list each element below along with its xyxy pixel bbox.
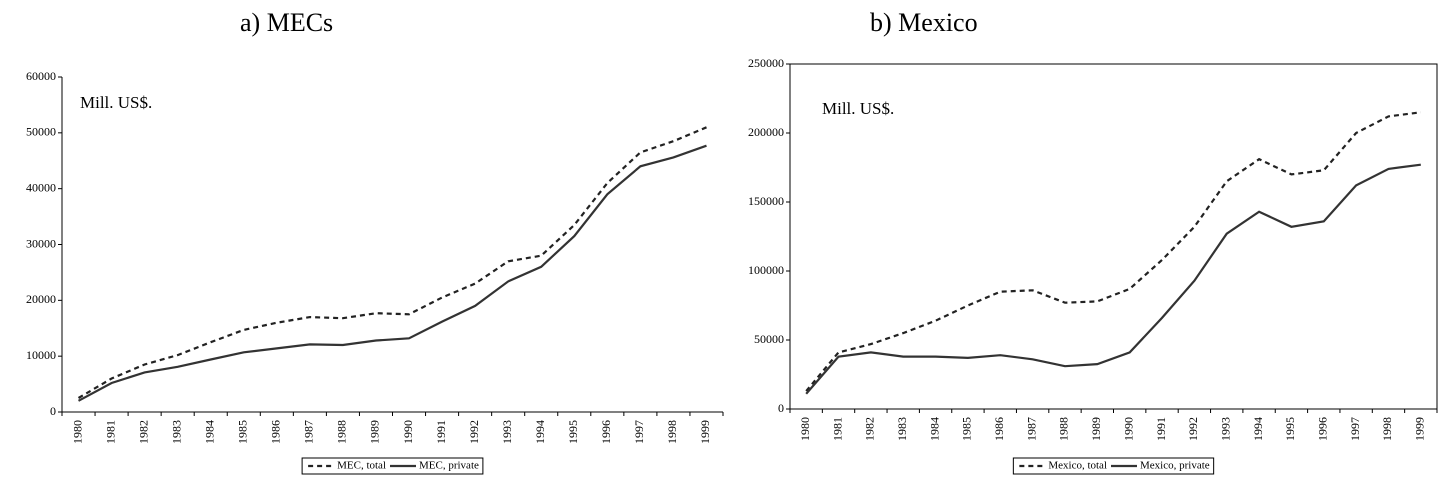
y-tick-label: 50000 <box>26 125 56 139</box>
x-tick-label: 1998 <box>1380 417 1394 441</box>
x-tick-label: 1988 <box>1057 417 1071 441</box>
x-tick-label: 1995 <box>1283 417 1297 441</box>
x-tick-label: 1982 <box>136 420 150 444</box>
x-tick-label: 1989 <box>368 420 382 444</box>
legend: Mexico, total Mexico, private <box>1012 457 1215 475</box>
y-tick-label: 30000 <box>26 236 56 250</box>
y-tick-label: 50000 <box>754 332 784 346</box>
annotation: Mill. US$. <box>80 93 152 112</box>
x-tick-label: 1993 <box>500 420 514 444</box>
x-tick-label: 1985 <box>236 420 250 444</box>
x-tick-label: 1997 <box>632 420 646 444</box>
x-tick-label: 1996 <box>599 420 613 444</box>
legend: MEC, total MEC, private <box>301 457 484 475</box>
y-tick-label: 0 <box>50 404 56 418</box>
legend-label: MEC, total <box>337 460 386 472</box>
y-tick-label: 150000 <box>748 194 784 208</box>
series-line <box>77 144 707 402</box>
x-tick-label: 1988 <box>335 420 349 444</box>
x-tick-label: 1997 <box>1348 417 1362 441</box>
x-tick-label: 1986 <box>269 420 283 444</box>
x-tick-label: 1993 <box>1218 417 1232 441</box>
chart-title: b) Mexico <box>870 8 978 37</box>
x-tick-label: 1994 <box>1251 417 1265 441</box>
x-tick-label: 1999 <box>698 420 712 444</box>
y-tick-label: 10000 <box>26 348 56 362</box>
x-tick-label: 1996 <box>1316 417 1330 441</box>
legend-label: Mexico, total <box>1048 460 1107 472</box>
x-tick-label: 1983 <box>169 420 183 444</box>
x-tick-label: 1982 <box>863 417 877 441</box>
x-tick-label: 1991 <box>1154 417 1168 441</box>
x-tick-label: 1995 <box>566 420 580 444</box>
y-tick-label: 20000 <box>26 292 56 306</box>
x-tick-label: 1992 <box>1186 417 1200 441</box>
x-tick-label: 1981 <box>830 417 844 441</box>
x-tick-label: 1983 <box>895 417 909 441</box>
x-tick-label: 1981 <box>103 420 117 444</box>
x-tick-label: 1987 <box>302 420 316 444</box>
x-tick-label: 1992 <box>467 420 481 444</box>
y-tick-label: 60000 <box>26 69 56 83</box>
x-tick-label: 1990 <box>1121 417 1135 441</box>
series-line <box>805 163 1421 395</box>
x-tick-label: 1984 <box>927 417 941 441</box>
series-line <box>77 126 707 399</box>
x-tick-label: 1987 <box>1024 417 1038 441</box>
y-tick-label: 250000 <box>748 56 784 70</box>
x-tick-label: 1985 <box>960 417 974 441</box>
y-tick-label: 0 <box>778 401 784 415</box>
x-tick-label: 1980 <box>70 420 84 444</box>
x-tick-label: 1999 <box>1413 417 1427 441</box>
x-tick-label: 1990 <box>401 420 415 444</box>
series-line <box>805 111 1421 392</box>
x-tick-label: 1989 <box>1089 417 1103 441</box>
x-tick-label: 1986 <box>992 417 1006 441</box>
x-tick-label: 1980 <box>798 417 812 441</box>
y-tick-label: 100000 <box>748 263 784 277</box>
legend-label: Mexico, private <box>1140 460 1210 472</box>
legend-label: MEC, private <box>419 460 479 472</box>
x-tick-label: 1994 <box>533 420 547 444</box>
annotation: Mill. US$. <box>822 99 894 118</box>
y-tick-label: 200000 <box>748 125 784 139</box>
chart-title: a) MECs <box>240 8 333 37</box>
x-tick-label: 1984 <box>202 420 216 444</box>
x-tick-label: 1991 <box>434 420 448 444</box>
x-tick-label: 1998 <box>665 420 679 444</box>
y-tick-label: 40000 <box>26 180 56 194</box>
